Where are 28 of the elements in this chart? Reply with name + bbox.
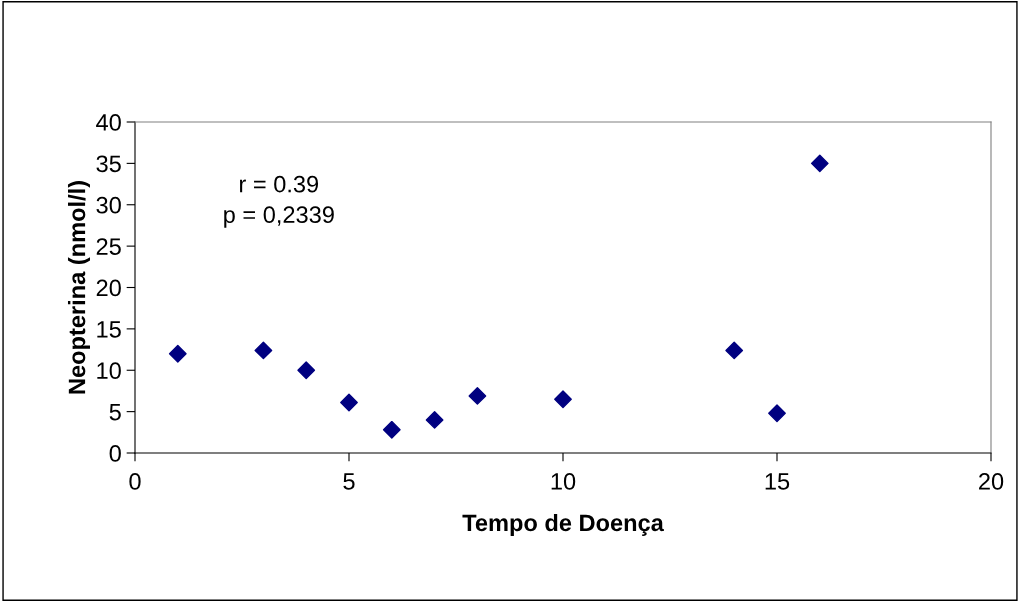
- point: [297, 361, 316, 380]
- x-tick-label: 5: [343, 473, 355, 490]
- point: [810, 154, 829, 173]
- y-tick-label: 5: [109, 403, 121, 421]
- x-tick-label: 20: [979, 473, 1004, 490]
- point: [382, 420, 401, 439]
- y-tick-label: 0: [109, 445, 121, 462]
- y-tick-label: 35: [96, 155, 121, 173]
- point: [468, 386, 487, 405]
- y-tick-label: 20: [96, 279, 121, 297]
- annotation: r = 0.39 p = 0,2339: [224, 175, 334, 228]
- y-tick-label: 30: [96, 196, 121, 214]
- x-axis-title: Tempo de Doença: [462, 513, 664, 536]
- point: [254, 341, 273, 360]
- x-tick-label: 10: [551, 473, 576, 490]
- y-tick-label: 15: [97, 321, 121, 338]
- x-tick-label: 0: [129, 473, 141, 490]
- point: [168, 344, 187, 363]
- point: [425, 410, 444, 429]
- y-tick-label: 10: [97, 362, 121, 380]
- point: [725, 341, 744, 360]
- y-axis-title: Neopterina (nmol/l): [67, 181, 90, 394]
- x-tick-label: 15: [765, 473, 790, 490]
- point: [768, 404, 786, 423]
- y-tick-label: 25: [96, 238, 121, 255]
- point: [554, 390, 572, 409]
- y-tick-label: 40: [96, 114, 121, 131]
- point: [340, 393, 358, 412]
